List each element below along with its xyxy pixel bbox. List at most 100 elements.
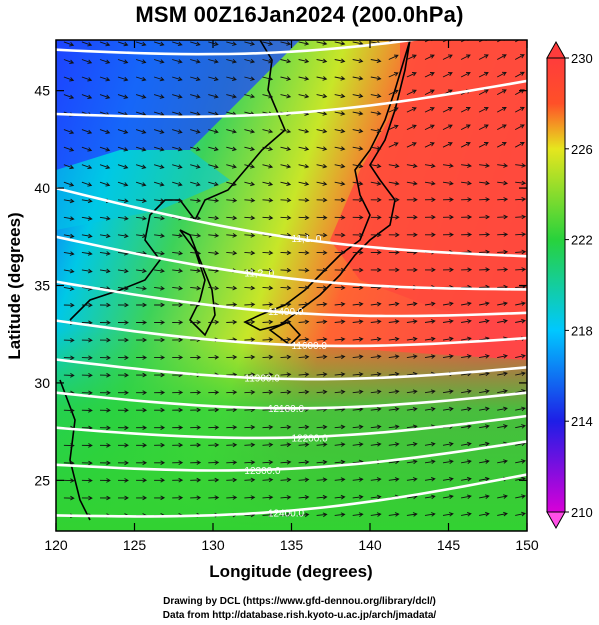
wind-vector bbox=[352, 267, 364, 273]
wind-vector bbox=[370, 407, 382, 412]
wind-vector bbox=[99, 355, 111, 361]
wind-vector bbox=[226, 164, 237, 169]
wind-vector bbox=[81, 181, 93, 187]
wind-vector bbox=[81, 495, 93, 501]
wind-vector bbox=[172, 94, 183, 99]
colorbar-gradient bbox=[546, 57, 566, 513]
wind-vector bbox=[424, 72, 435, 78]
wind-vector bbox=[99, 443, 111, 448]
wind-vector bbox=[208, 181, 219, 187]
wind-vector bbox=[153, 181, 165, 187]
wind-vector bbox=[388, 197, 400, 203]
wind-vector bbox=[478, 40, 487, 43]
wind-vector bbox=[406, 354, 418, 359]
wind-vector bbox=[262, 268, 274, 273]
wind-vector bbox=[370, 58, 382, 64]
wind-vector bbox=[298, 424, 310, 430]
wind-vector bbox=[172, 302, 184, 308]
wind-vector bbox=[515, 180, 527, 186]
wind-vector bbox=[461, 406, 472, 412]
wind-vector bbox=[226, 129, 237, 134]
wind-vector bbox=[298, 146, 310, 151]
wind-vector bbox=[497, 163, 509, 168]
wind-vector bbox=[496, 106, 507, 113]
wind-vector bbox=[226, 319, 238, 325]
credit-data-source: Data from http://database.rish.kyoto-u.a… bbox=[162, 610, 437, 621]
wind-vector bbox=[262, 76, 274, 81]
wind-vector bbox=[226, 233, 238, 238]
wind-vector bbox=[406, 163, 418, 169]
wind-vector bbox=[190, 285, 202, 291]
wind-vector bbox=[172, 76, 183, 82]
wind-vector bbox=[424, 267, 436, 273]
colorbar-tick-label: 210 bbox=[571, 505, 593, 520]
wind-vector bbox=[352, 93, 364, 99]
wind-vector bbox=[388, 389, 400, 395]
wind-vector bbox=[190, 268, 202, 273]
wind-vector bbox=[262, 41, 274, 46]
wind-vector bbox=[496, 89, 507, 95]
wind-vector bbox=[172, 198, 184, 203]
wind-vector bbox=[226, 215, 238, 221]
wind-vector bbox=[244, 424, 256, 430]
wind-vector bbox=[370, 181, 382, 186]
wind-vector bbox=[190, 250, 202, 256]
wind-vector bbox=[334, 58, 346, 64]
wind-vector bbox=[316, 93, 328, 99]
wind-vector bbox=[117, 286, 129, 291]
wind-vector bbox=[118, 443, 129, 448]
wind-vector bbox=[514, 124, 525, 130]
wind-vector bbox=[479, 163, 490, 168]
wind-vector bbox=[442, 459, 454, 464]
wind-vector bbox=[226, 354, 238, 360]
wind-vector bbox=[172, 320, 184, 325]
wind-vector bbox=[497, 354, 508, 359]
wind-vector bbox=[208, 354, 220, 360]
wind-vector bbox=[262, 319, 274, 325]
wind-vector bbox=[316, 319, 328, 325]
wind-vector bbox=[117, 146, 129, 152]
wind-vector bbox=[352, 232, 364, 238]
wind-vector bbox=[226, 460, 238, 465]
wind-vector bbox=[208, 164, 219, 169]
wind-vector bbox=[117, 198, 129, 204]
wind-vector bbox=[154, 215, 165, 221]
wind-vector bbox=[442, 494, 454, 500]
wind-vector bbox=[479, 459, 490, 464]
wind-vector bbox=[406, 441, 418, 447]
wind-vector bbox=[99, 268, 111, 274]
wind-vector bbox=[316, 197, 328, 203]
wind-vector bbox=[388, 232, 400, 238]
wind-vector bbox=[406, 142, 417, 148]
wind-vector bbox=[370, 389, 382, 395]
wind-vector bbox=[136, 268, 147, 274]
wind-vector bbox=[370, 336, 382, 342]
wind-vector bbox=[316, 424, 328, 430]
wind-vector bbox=[99, 164, 111, 170]
wind-vector bbox=[352, 163, 364, 169]
wind-vector bbox=[63, 338, 75, 343]
wind-vector bbox=[81, 198, 93, 204]
height-contour-label: 12200.0 bbox=[292, 433, 329, 444]
wind-vector bbox=[515, 318, 526, 324]
wind-vector bbox=[442, 301, 454, 307]
y-tick-label: 30 bbox=[34, 375, 50, 391]
wind-vector bbox=[370, 301, 382, 307]
wind-vector bbox=[424, 142, 435, 148]
height-contour-line bbox=[56, 235, 527, 291]
wind-vector bbox=[190, 129, 201, 134]
colorbar: 210 214 218 222 226 230 bbox=[546, 40, 593, 530]
wind-vector bbox=[172, 285, 184, 291]
wind-vector bbox=[316, 146, 328, 151]
height-contour-line bbox=[56, 40, 422, 56]
wind-vector bbox=[497, 232, 509, 237]
wind-vector bbox=[136, 215, 147, 221]
wind-vector bbox=[99, 216, 111, 221]
wind-vector bbox=[388, 267, 400, 273]
wind-vector bbox=[190, 215, 202, 221]
wind-vector bbox=[99, 76, 111, 82]
wind-vector bbox=[388, 301, 400, 307]
wind-vector bbox=[334, 232, 346, 238]
wind-vector bbox=[81, 443, 93, 448]
wind-vector bbox=[117, 41, 129, 47]
